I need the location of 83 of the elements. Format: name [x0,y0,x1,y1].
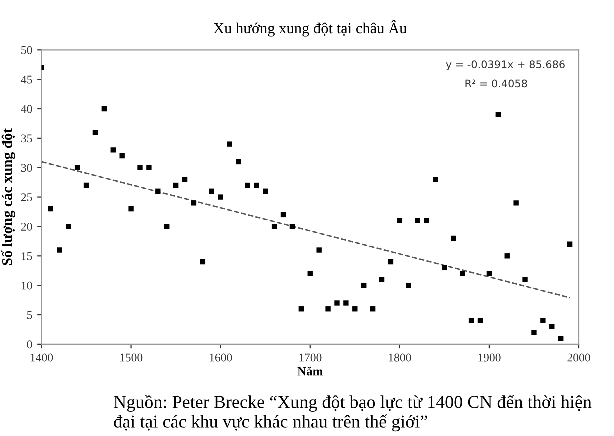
y-tick-label: 50 [22,46,32,54]
y-tick-label: 20 [21,222,32,231]
point [486,271,492,276]
point [334,300,340,306]
y-tick-label: 30 [21,164,32,172]
point [156,188,161,194]
point [164,224,170,230]
point [532,330,537,336]
x-tick-label: 2000 [568,354,590,362]
point [173,182,179,188]
y-tick-label: 10 [22,282,32,290]
point [298,306,304,312]
point [120,153,125,159]
point [352,306,358,312]
point [558,336,564,342]
point [370,306,376,312]
y-tick-label: 25 [21,194,32,202]
point [478,318,484,324]
point [227,142,232,147]
chart-title: Xu hướng xung đột tại châu Âu [214,20,407,37]
point [92,130,98,136]
point [468,318,474,324]
point [209,188,214,194]
point [74,165,80,170]
point [191,200,197,206]
y-axis-title: Số lượng các xung đột [2,128,16,266]
point [460,271,466,276]
point [280,212,286,218]
x-tick-label: 1700 [300,354,322,362]
y-tick-label: 45 [21,76,32,84]
x-tick-label: 1900 [478,354,501,362]
point [48,206,54,212]
point [263,188,268,194]
point [308,271,313,276]
y-tick-label: 15 [22,252,32,260]
point [397,218,403,224]
point [424,218,430,224]
point [406,282,412,288]
point [326,306,331,312]
point [57,248,62,253]
x-axis-title: Năm [298,366,324,376]
point [496,112,502,118]
point [245,182,250,188]
y-tick-label: 35 [21,134,32,143]
annotation: y = -0.0391x + 85.686 [446,60,565,71]
point [84,182,90,188]
point [388,259,394,265]
y-tick-label: 0 [27,340,32,349]
point [433,177,438,182]
point [344,300,349,306]
x-tick-label: 1400 [30,354,54,362]
annotation: R² = 0.4058 [466,80,528,88]
y-tick-label: 5 [28,311,32,320]
point [110,148,116,153]
point [218,194,224,200]
point [128,206,134,212]
point [146,165,152,170]
point [200,259,206,265]
x-tick-label: 1800 [389,354,412,362]
point [254,182,260,188]
point [550,324,555,330]
point [540,318,546,324]
x-tick-label: 1500 [120,354,143,362]
point [66,224,72,230]
point [182,177,188,182]
point [102,106,108,112]
point [514,200,519,206]
text: Nguồn: Peter Brecke “Xung đột bạo lực từ 1400 CN đến thời hiện đại tại các khu vực khác nhau trên thế giới” [114,395,592,432]
point [362,282,367,288]
y-tick-label: 40 [21,105,32,114]
point [316,248,322,253]
point [138,165,143,170]
point [415,218,420,224]
point [567,242,573,247]
x-tick-label: 1600 [210,354,232,362]
point [442,265,448,271]
point [522,277,528,282]
point [236,159,242,165]
point [290,224,296,230]
point [451,236,456,242]
point [504,254,510,259]
point [379,277,385,282]
point [272,224,278,230]
